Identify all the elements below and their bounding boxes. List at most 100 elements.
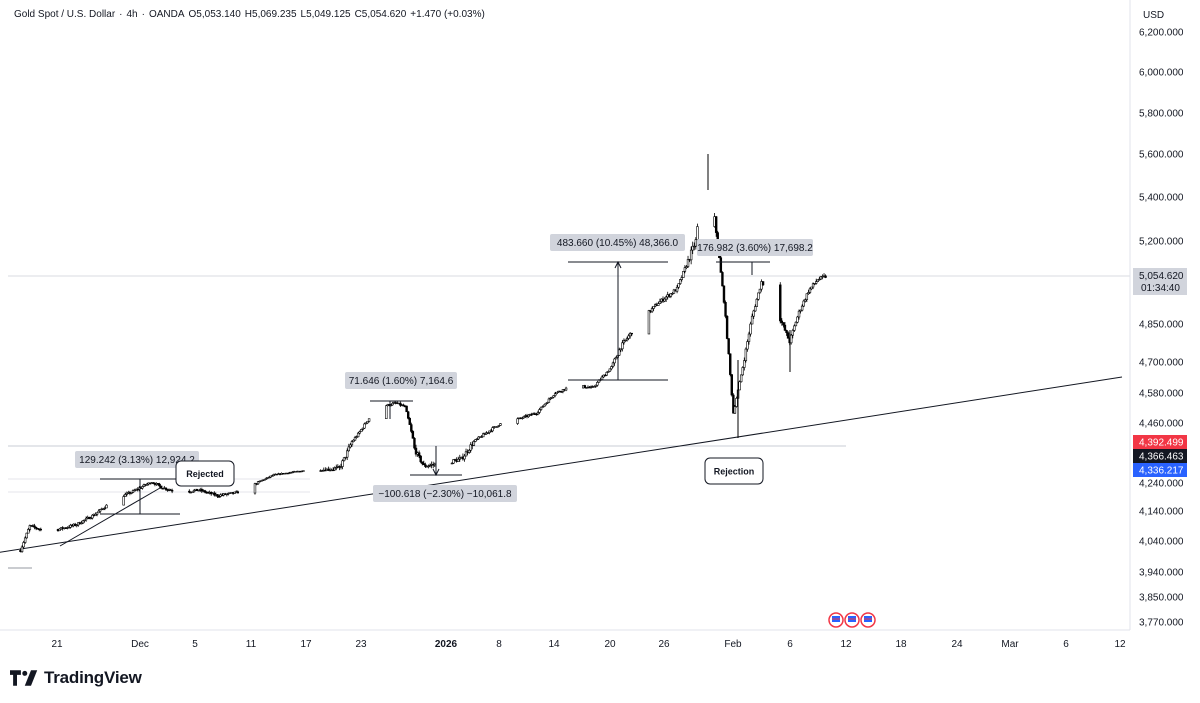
price-tick-label: 4,460.000 bbox=[1139, 419, 1184, 430]
candle-body bbox=[813, 283, 816, 285]
candle-body bbox=[427, 465, 430, 467]
minor-trendline[interactable] bbox=[59, 487, 161, 547]
low-value: L5,049.125 bbox=[300, 9, 351, 20]
candle-body bbox=[757, 292, 760, 300]
candle-body bbox=[686, 259, 690, 267]
candle-body bbox=[486, 432, 490, 434]
candle-body bbox=[555, 391, 558, 395]
measure-label-box[interactable] bbox=[697, 239, 813, 256]
ascending-trendline[interactable] bbox=[0, 376, 1123, 557]
measure-label-box[interactable] bbox=[75, 451, 199, 468]
interval-label[interactable]: 4h bbox=[126, 9, 138, 20]
candle-body bbox=[614, 357, 618, 360]
candle-body bbox=[749, 323, 752, 335]
economic-event-flag-icon[interactable] bbox=[844, 612, 860, 628]
open-value: O5,053.140 bbox=[188, 9, 241, 20]
candle-body bbox=[414, 447, 418, 455]
price-tag-dark[interactable] bbox=[1133, 449, 1187, 463]
time-tick-label: 26 bbox=[658, 639, 670, 650]
change-value: +1.470 (+0.03%) bbox=[410, 9, 485, 20]
last-price-tag[interactable] bbox=[1133, 268, 1187, 295]
candle-body bbox=[722, 285, 726, 303]
bar-countdown: 01:34:40 bbox=[1141, 283, 1180, 294]
candle-body bbox=[105, 504, 108, 509]
candle-body bbox=[133, 489, 136, 492]
candle-body bbox=[263, 479, 266, 481]
price-tag-red[interactable] bbox=[1133, 435, 1187, 449]
measure-label-box[interactable] bbox=[550, 234, 685, 251]
tradingview-brand[interactable]: TradingView bbox=[10, 668, 142, 688]
candle-body bbox=[805, 293, 809, 300]
candle-body bbox=[799, 309, 802, 312]
candle-body bbox=[367, 418, 371, 422]
candle-body bbox=[25, 532, 28, 539]
candle-body bbox=[419, 455, 422, 463]
candle-body bbox=[264, 478, 268, 480]
brand-name: TradingView bbox=[44, 668, 142, 687]
candle-body bbox=[542, 404, 546, 407]
time-tick-label: 6 bbox=[1063, 639, 1069, 650]
price-tick-label: 4,240.000 bbox=[1139, 479, 1184, 490]
candle-body bbox=[816, 279, 819, 282]
price-tick-label: 3,770.000 bbox=[1139, 618, 1184, 629]
candle-body bbox=[80, 522, 83, 525]
callout-box[interactable] bbox=[704, 457, 764, 485]
symbol-name[interactable]: Gold Spot / U.S. Dollar bbox=[14, 9, 116, 20]
candle-body bbox=[417, 452, 421, 457]
candle-body bbox=[744, 348, 748, 361]
high-value: H5,069.235 bbox=[244, 9, 297, 20]
candle-body bbox=[780, 320, 784, 323]
callout-box[interactable] bbox=[175, 460, 235, 487]
candle-body bbox=[97, 510, 100, 514]
candle-body bbox=[39, 528, 43, 531]
candle-body bbox=[89, 517, 93, 520]
candle-body bbox=[735, 397, 738, 407]
candle-body bbox=[103, 507, 107, 510]
callout-label: Rejection bbox=[714, 467, 755, 477]
price-tick-label: 5,400.000 bbox=[1139, 193, 1184, 204]
candle-body bbox=[364, 422, 368, 425]
candle-body bbox=[124, 494, 127, 497]
candle-body bbox=[23, 537, 27, 543]
candle-body bbox=[818, 278, 821, 281]
candle-body bbox=[358, 431, 361, 434]
candle-body bbox=[457, 458, 460, 462]
measure-label-box[interactable] bbox=[345, 372, 457, 389]
measure-label-box[interactable] bbox=[373, 485, 517, 502]
candle-body bbox=[197, 489, 200, 492]
arrow-head-icon bbox=[432, 468, 440, 477]
time-tick-label: 23 bbox=[355, 639, 367, 650]
time-tick-label: 2026 bbox=[435, 639, 458, 650]
candle-body bbox=[156, 483, 160, 485]
candle-body bbox=[422, 463, 426, 466]
candle-body bbox=[99, 508, 102, 512]
candle-body bbox=[622, 340, 626, 344]
candle-body bbox=[22, 542, 25, 548]
economic-event-flag-icon[interactable] bbox=[828, 612, 844, 628]
candle-body bbox=[627, 335, 630, 339]
price-tag-blue[interactable] bbox=[1133, 463, 1187, 477]
candle-body bbox=[610, 366, 613, 370]
candle-body bbox=[807, 292, 810, 295]
candle-body bbox=[729, 353, 732, 375]
candle-body bbox=[34, 526, 38, 529]
candle-body bbox=[752, 310, 755, 317]
currency-label: USD bbox=[1143, 10, 1164, 21]
candle-body bbox=[732, 394, 735, 414]
candle-body bbox=[424, 464, 427, 467]
candle-body bbox=[399, 402, 402, 406]
candle-body bbox=[603, 374, 607, 377]
candle-body bbox=[477, 436, 480, 440]
economic-event-flag-icon[interactable] bbox=[860, 612, 876, 628]
time-tick-label: 12 bbox=[840, 639, 852, 650]
candle-body bbox=[719, 257, 723, 273]
candle-body bbox=[67, 527, 71, 529]
candle-body bbox=[786, 332, 790, 339]
candle-body bbox=[619, 348, 623, 351]
candle-body bbox=[549, 397, 552, 400]
candle-body bbox=[738, 381, 741, 391]
candle-body bbox=[339, 466, 343, 468]
candle-body bbox=[733, 406, 737, 414]
